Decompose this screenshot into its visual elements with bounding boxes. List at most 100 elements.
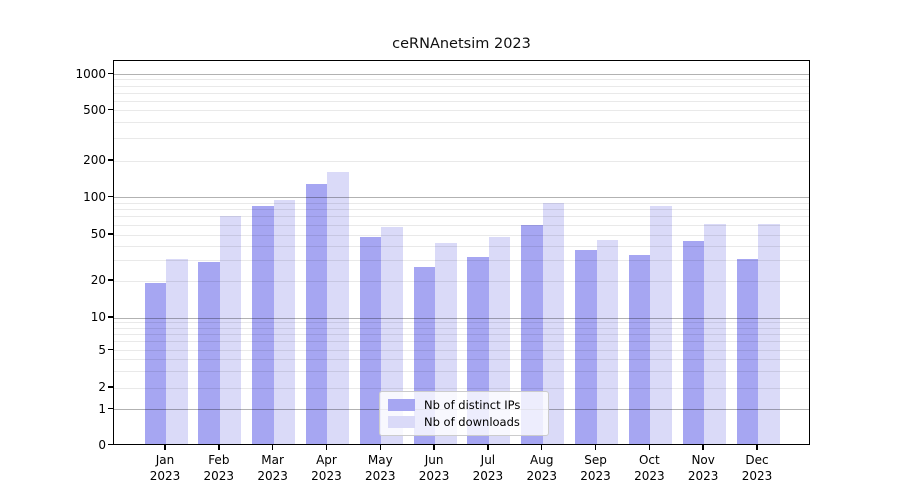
gridline-minor [114, 138, 809, 140]
gridline-minor [114, 110, 809, 111]
x-tick-year: 2023 [311, 468, 342, 483]
legend-entry-label: Nb of distinct IPs [424, 397, 521, 412]
y-tick-label: 100 [83, 189, 106, 204]
bar-distinct-ips [575, 249, 597, 444]
x-tick-mark [594, 445, 597, 450]
plot-area: Nb of distinct IPs Nb of downloads [113, 60, 810, 445]
legend-entry: Nb of downloads [388, 415, 540, 429]
legend-entry: Nb of distinct IPs [388, 398, 540, 412]
x-tick-year: 2023 [472, 468, 504, 483]
bar-distinct-ips [736, 258, 758, 444]
x-tick-month: Apr [316, 453, 337, 467]
bar-distinct-ips [252, 205, 274, 444]
x-tick-year: 2023 [634, 468, 665, 483]
legend-swatch [388, 398, 415, 411]
x-tick-mark [756, 445, 758, 450]
gridline-minor [114, 160, 809, 162]
gridline-major [114, 74, 809, 75]
x-tick-label: Mar 2023 [241, 453, 305, 484]
x-tick-mark [433, 445, 435, 450]
gridline-minor [114, 79, 809, 81]
x-tick-mark [702, 445, 704, 450]
legend-swatch [388, 416, 415, 429]
legend: Nb of distinct IPs Nb of downloads [379, 391, 549, 436]
y-tick-mark [108, 407, 113, 410]
y-tick-mark [108, 159, 113, 161]
x-tick-month: Jul [480, 453, 496, 467]
y-tick-label: 50 [90, 227, 106, 241]
x-tick-label: Sep 2023 [564, 453, 628, 484]
gridline-minor [114, 122, 809, 124]
gridline-minor [114, 322, 809, 324]
x-tick-month: Oct [638, 453, 660, 467]
x-tick-year: 2023 [526, 468, 557, 483]
y-tick-label: 2 [98, 380, 106, 394]
x-tick-label: Jun 2023 [402, 453, 466, 484]
x-tick-year: 2023 [580, 468, 611, 483]
gridline-minor [114, 359, 809, 361]
gridline-minor [114, 202, 809, 204]
gridline-major [114, 197, 809, 198]
x-tick-year: 2023 [364, 468, 396, 483]
gridline-minor [114, 280, 809, 282]
bar-downloads [327, 171, 349, 444]
bar-distinct-ips [144, 283, 166, 444]
x-tick-label: Nov 2023 [671, 453, 735, 484]
gridline-minor [114, 209, 809, 211]
gridline-minor [114, 327, 809, 329]
legend-entry-label: Nb of downloads [424, 415, 520, 430]
bar-downloads [650, 206, 672, 444]
y-tick-mark [108, 233, 113, 235]
gridline-minor [114, 341, 809, 343]
x-tick-month: Jun [424, 453, 444, 467]
gridline-major [114, 317, 809, 319]
gridline-minor [114, 216, 809, 218]
y-tick-mark [108, 72, 113, 75]
x-tick-label: Jan 2023 [133, 453, 197, 484]
x-tick-label: Aug 2023 [510, 453, 574, 484]
y-tick-mark [108, 195, 113, 198]
x-tick-label: Feb 2023 [187, 453, 251, 484]
y-tick-mark [108, 279, 113, 281]
x-tick-mark [218, 445, 220, 450]
gridline-minor [114, 245, 809, 247]
x-tick-year: 2023 [203, 468, 235, 483]
bar-downloads [542, 202, 565, 444]
bar-downloads [758, 223, 780, 444]
x-tick-label: Jul 2023 [456, 453, 520, 484]
x-tick-month: Mar [261, 453, 284, 467]
x-tick-month: Sep [584, 453, 607, 467]
x-tick-mark [648, 445, 651, 450]
x-tick-month: Dec [745, 453, 769, 467]
bar-downloads [273, 199, 296, 444]
gridline-minor [114, 387, 809, 389]
y-tick-label: 500 [83, 102, 106, 117]
y-tick-mark [108, 316, 113, 318]
y-tick-label: 200 [83, 153, 106, 167]
bar-distinct-ips [628, 255, 651, 444]
x-tick-mark [164, 445, 166, 450]
bar-distinct-ips [305, 184, 328, 444]
y-tick-label: 1000 [75, 66, 106, 81]
x-tick-mark [487, 445, 489, 450]
x-tick-year: 2023 [149, 468, 181, 483]
bar-distinct-ips [359, 236, 382, 444]
x-tick-label: Dec 2023 [725, 453, 789, 484]
bar-downloads [381, 227, 403, 444]
chart-title: ceRNAnetsim 2023 [392, 36, 531, 52]
x-tick-mark [271, 445, 274, 450]
x-tick-month: Nov [691, 453, 715, 467]
bar-distinct-ips [521, 224, 543, 444]
bar-distinct-ips [198, 261, 220, 444]
bar-downloads [219, 216, 242, 444]
gridline-minor [114, 234, 809, 236]
x-tick-label: Oct 2023 [617, 453, 681, 484]
y-tick-mark [108, 386, 113, 388]
x-tick-month: Aug [530, 453, 554, 467]
bar-downloads [166, 258, 188, 444]
y-tick-label: 20 [90, 273, 106, 287]
y-tick-label: 1 [98, 401, 106, 416]
gridline-minor [114, 92, 809, 94]
x-tick-mark [540, 445, 543, 450]
